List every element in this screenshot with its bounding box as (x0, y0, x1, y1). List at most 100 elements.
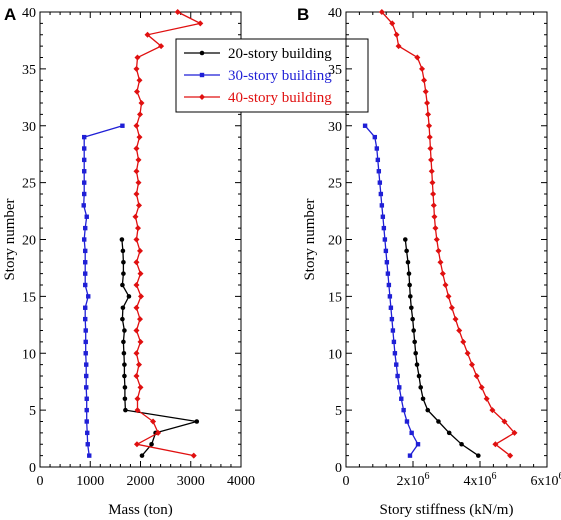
data-point (377, 180, 383, 185)
data-point (132, 213, 139, 220)
data-point (84, 373, 89, 379)
data-point (407, 282, 412, 288)
data-point (388, 305, 394, 310)
series-3 (132, 9, 204, 459)
x-tick-label: 4000 (227, 474, 255, 489)
data-point (87, 453, 92, 458)
data-point (483, 395, 490, 402)
x-tick-label: 2x106 (397, 471, 430, 489)
y-axis-label: Story number (302, 198, 318, 280)
data-point (394, 362, 399, 367)
x-tick-label: 2000 (127, 474, 155, 489)
data-point (120, 123, 125, 128)
data-point (120, 248, 126, 254)
data-point (418, 385, 424, 390)
data-point (432, 225, 439, 232)
legend-label: 20-story building (228, 46, 332, 62)
data-point (401, 407, 406, 413)
y-tick-label: 10 (328, 347, 342, 362)
data-point (136, 111, 143, 118)
data-point (133, 259, 140, 266)
legend-label: 30-story building (228, 68, 332, 84)
y-tick-label: 5 (29, 404, 36, 419)
data-point (122, 396, 128, 402)
data-point (426, 122, 433, 129)
data-point (478, 384, 485, 391)
x-axis-label: Story stiffness (kN/m) (380, 502, 514, 518)
data-point (135, 179, 142, 186)
data-point (507, 452, 514, 459)
data-point (197, 20, 204, 27)
data-point (126, 294, 132, 299)
data-point (122, 362, 127, 367)
data-point (121, 259, 126, 265)
y-tick-label: 40 (328, 6, 342, 21)
y-tick-label: 30 (328, 120, 342, 135)
data-point (425, 111, 432, 118)
data-point (133, 304, 140, 311)
data-point (82, 180, 87, 185)
data-point (468, 361, 475, 368)
data-point (459, 441, 464, 447)
data-point (429, 179, 436, 186)
data-point (138, 100, 145, 106)
data-point (121, 339, 126, 345)
data-point (84, 214, 89, 219)
data-point (402, 237, 408, 242)
y-tick-label: 25 (328, 177, 342, 192)
data-point (84, 419, 89, 424)
data-point (82, 169, 87, 174)
data-point (395, 373, 400, 379)
data-point (83, 225, 88, 231)
data-point (407, 453, 413, 458)
data-point (389, 20, 396, 27)
data-point (435, 247, 442, 254)
panel-b-chart: 0 5 10 15 20 25 30 35 40 0 2x106 4x106 6x106 Story st… (297, 5, 561, 518)
data-point (426, 134, 433, 141)
data-point (83, 282, 88, 288)
x-tick-exponent: 6 (559, 471, 561, 482)
data-point (82, 157, 87, 163)
plot-frame (345, 11, 548, 468)
data-point (404, 248, 409, 254)
series-2 (362, 123, 421, 458)
data-point (431, 213, 438, 220)
data-point (121, 350, 127, 356)
data-point (419, 65, 426, 72)
data-point (374, 146, 380, 151)
x-tick-exponent: 6 (492, 471, 497, 482)
data-point (476, 453, 481, 458)
data-point (139, 453, 145, 458)
series-1 (119, 237, 200, 458)
data-point (492, 441, 499, 448)
panel-label: B (297, 5, 309, 24)
data-point (155, 429, 162, 436)
data-point (84, 385, 89, 390)
data-point (133, 145, 140, 152)
data-point (413, 350, 418, 356)
data-point (428, 156, 435, 163)
data-point (122, 373, 127, 379)
data-point (379, 203, 385, 208)
legend-marker (199, 72, 205, 78)
series-2 (81, 123, 125, 458)
x-tick-label: 4x106 (464, 471, 497, 489)
data-point (430, 191, 437, 197)
data-point (445, 293, 452, 300)
data-point (83, 316, 88, 322)
data-point (134, 225, 141, 232)
data-point (411, 328, 416, 333)
data-point (82, 237, 87, 242)
y-tick-label: 20 (22, 234, 36, 249)
data-point (83, 260, 88, 265)
data-point (133, 88, 140, 95)
data-point (452, 316, 459, 323)
legend-label: 40-story building (228, 90, 332, 106)
data-point (437, 259, 444, 266)
data-point (384, 260, 390, 265)
legend: 20-story building 30-story building 40-sto… (175, 38, 369, 113)
data-point (133, 373, 140, 379)
y-tick-label: 0 (335, 461, 342, 476)
data-point (133, 327, 140, 334)
data-point (134, 395, 141, 402)
